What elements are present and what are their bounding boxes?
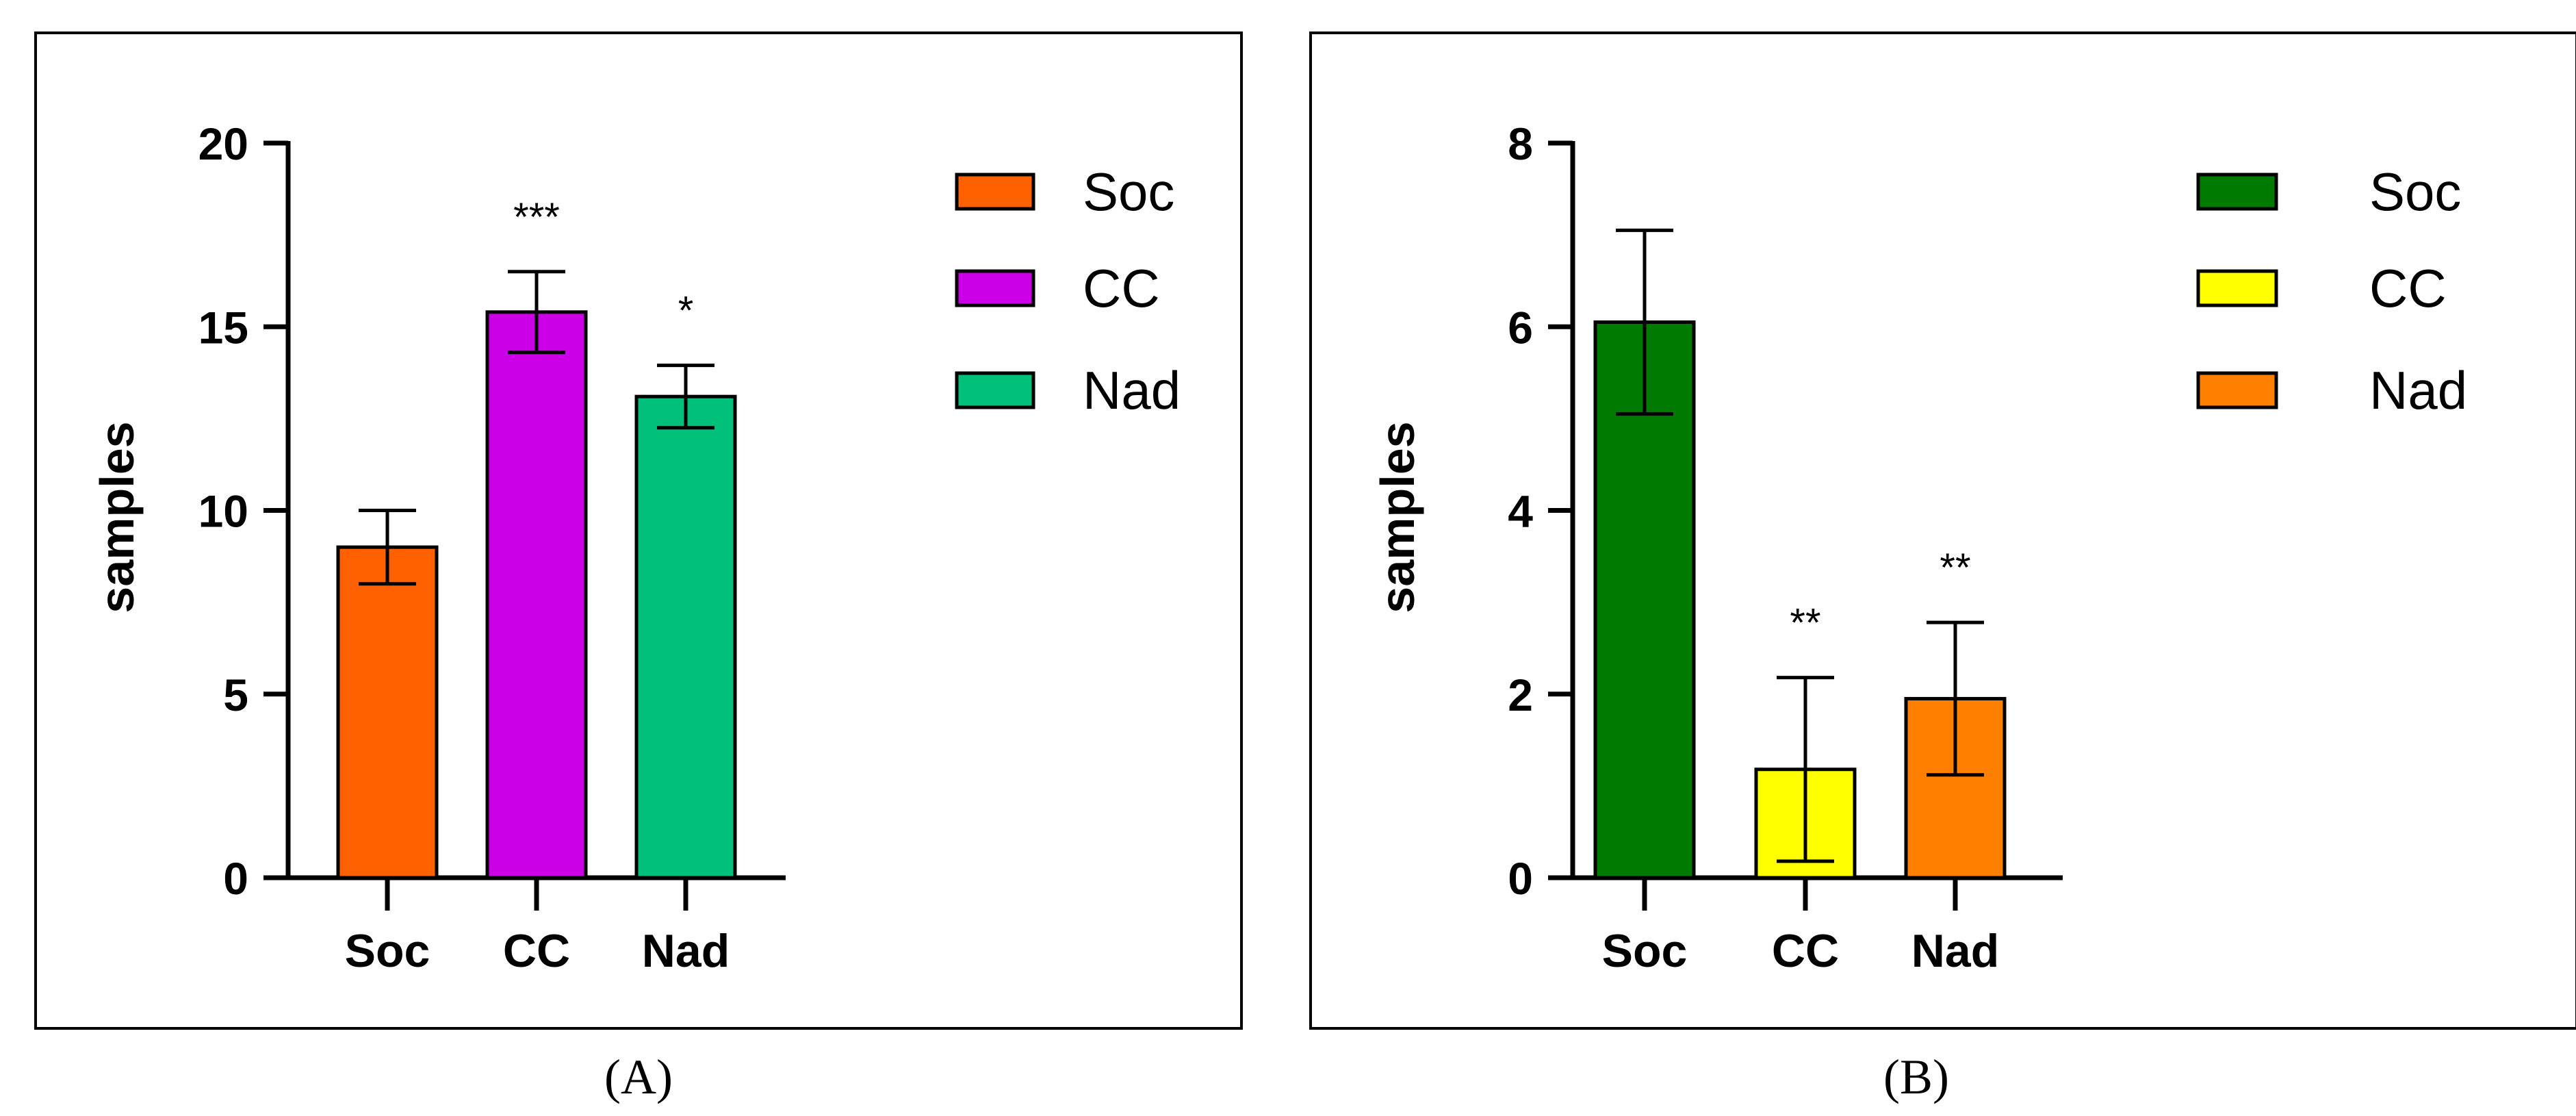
legend-swatch-cc	[2196, 269, 2278, 307]
legend-label-nad: Nad	[2369, 360, 2467, 420]
significance-marker: **	[1940, 546, 1970, 590]
y-tick-label: 5	[223, 670, 248, 720]
legend-label-cc: CC	[1083, 258, 1160, 318]
legend-label-soc: Soc	[1083, 162, 1174, 222]
y-tick-label: 10	[198, 486, 248, 537]
legend-swatch-soc	[955, 173, 1035, 211]
legend-label-cc: CC	[2369, 258, 2447, 318]
legend-swatch-soc	[2196, 173, 2278, 211]
x-tick-label: CC	[503, 925, 570, 977]
y-tick-label: 0	[223, 853, 248, 904]
legend-swatch-nad	[2196, 371, 2278, 409]
y-axis-label: samples	[90, 421, 144, 613]
y-axis-label: samples	[1371, 421, 1424, 613]
significance-marker: **	[1790, 601, 1820, 646]
legend-swatch-cc	[955, 269, 1035, 307]
y-tick-label: 8	[1508, 118, 1533, 169]
y-tick-label: 6	[1508, 302, 1533, 353]
chart-panel-a: 0 5 10 15 20 samples Soc *** CC * Nad Soc CC Nad (A)	[34, 31, 1243, 1104]
y-tick-label: 4	[1508, 486, 1533, 537]
x-tick-label: CC	[1772, 925, 1839, 977]
panel-caption: (A)	[604, 1050, 673, 1104]
x-tick-label: Nad	[642, 925, 730, 977]
panel-caption: (B)	[1883, 1050, 1949, 1104]
y-tick-label: 2	[1508, 670, 1533, 720]
x-tick-label: Soc	[1602, 925, 1688, 977]
x-tick-label: Soc	[345, 925, 430, 977]
bar-soc	[336, 545, 439, 880]
significance-marker: *	[678, 289, 694, 333]
panel-frame	[34, 31, 1243, 1030]
legend-label-nad: Nad	[1083, 360, 1181, 420]
chart-panel-b: 0 2 4 6 8 samples Soc ** CC ** Nad Soc CC Nad (B)	[1309, 31, 2576, 1104]
x-tick-label: Nad	[1911, 925, 1999, 977]
significance-marker: ***	[513, 195, 560, 240]
panel-frame	[1309, 31, 2576, 1030]
y-tick-label: 15	[198, 302, 248, 353]
bar-nad	[634, 394, 737, 880]
y-tick-label: 20	[198, 118, 248, 169]
legend-swatch-nad	[955, 371, 1035, 409]
bar-cc	[485, 310, 588, 880]
y-tick-label: 0	[1508, 853, 1533, 904]
legend-label-soc: Soc	[2369, 162, 2461, 222]
